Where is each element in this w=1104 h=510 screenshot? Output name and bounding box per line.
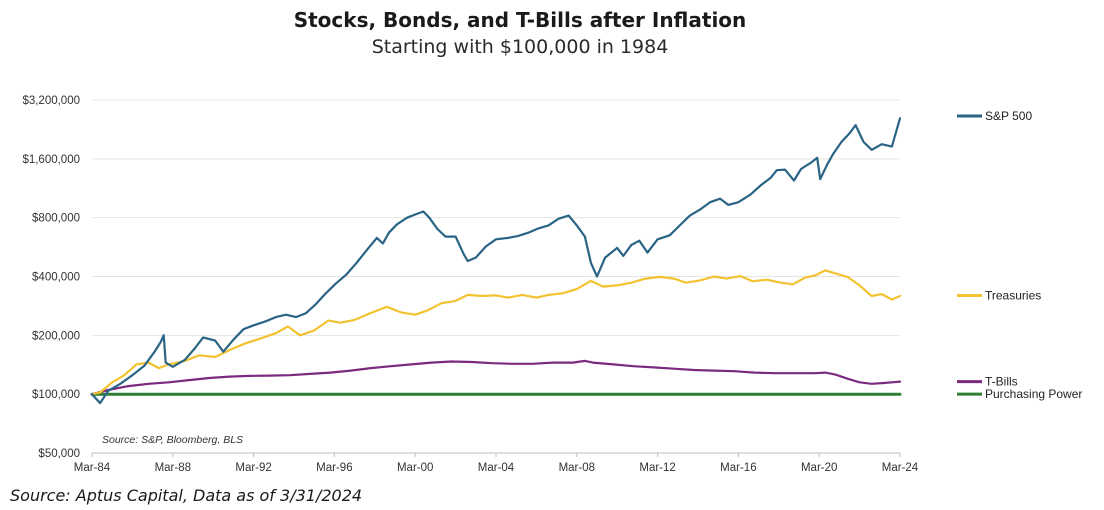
x-tick-label: Mar-00 <box>397 462 433 474</box>
chart-source-note: Source: S&P, Bloomberg, BLS <box>102 434 243 446</box>
y-tick-label: $3,200,000 <box>22 95 80 107</box>
series-line-s-p-500 <box>90 117 902 405</box>
series-lines <box>90 117 902 405</box>
x-tick-label: Mar-96 <box>316 462 352 474</box>
x-tick-label: Mar-84 <box>74 462 111 474</box>
chart-title: Stocks, Bonds, and T-Bills after Inflati… <box>293 8 747 32</box>
legend-label: S&P 500 <box>985 109 1032 123</box>
x-tick-label: Mar-88 <box>155 462 191 474</box>
legend-item-purchasing-power: Purchasing Power <box>957 387 1082 401</box>
y-tick-label: $100,000 <box>32 389 80 401</box>
chart-subtitle: Starting with $100,000 in 1984 <box>371 36 669 58</box>
series-line-t-bills <box>90 359 902 396</box>
legend-item-s-p-500: S&P 500 <box>957 109 1032 123</box>
x-tick-label: Mar-16 <box>720 462 756 474</box>
y-axis: $50,000 $100,000 $200,000 $400,000 $800,000 $… <box>22 95 80 460</box>
grid-lines <box>92 99 900 454</box>
legend-item-t-bills: T-Bills <box>957 375 1018 389</box>
series-line-treasuries <box>90 269 902 396</box>
x-tick-label: Mar-08 <box>559 462 595 474</box>
legend-label: Purchasing Power <box>985 387 1082 401</box>
y-tick-label: $800,000 <box>32 213 80 225</box>
x-tick-label: Mar-92 <box>235 462 271 474</box>
x-tick-label: Mar-04 <box>478 462 515 474</box>
y-tick-label: $50,000 <box>38 448 80 460</box>
y-tick-label: $400,000 <box>32 272 80 284</box>
x-axis: Mar-84 Mar-88 Mar-92 Mar-96 Mar-00 Mar-04 Mar-… <box>74 452 919 474</box>
x-tick-label: Mar-12 <box>639 462 675 474</box>
footer-source: Source: Aptus Capital, Data as of 3/31/2… <box>10 486 363 505</box>
legend-item-treasuries: Treasuries <box>957 288 1041 302</box>
x-tick-label: Mar-20 <box>801 462 837 474</box>
line-chart: $50,000 $100,000 $200,000 $400,000 $800,000 $… <box>22 95 1082 474</box>
y-tick-label: $1,600,000 <box>22 154 80 166</box>
legend-label: T-Bills <box>985 375 1018 389</box>
y-tick-label: $200,000 <box>32 330 80 342</box>
legend-label: Treasuries <box>985 288 1041 302</box>
x-tick-label: Mar-24 <box>882 462 919 474</box>
